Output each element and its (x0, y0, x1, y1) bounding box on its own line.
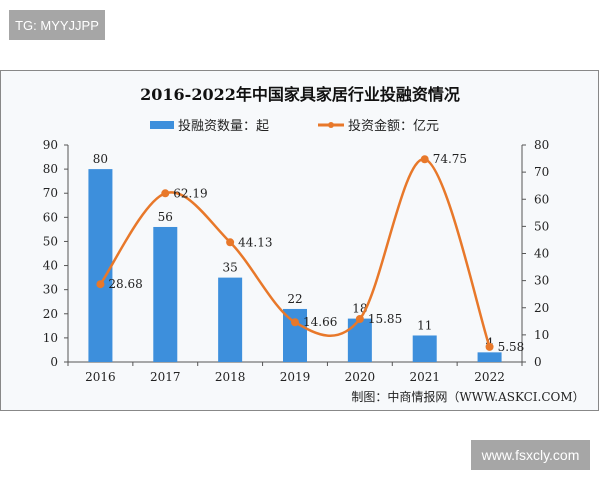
line-label: 15.85 (368, 312, 402, 326)
line-point (96, 280, 105, 289)
left-tick-label: 40 (43, 259, 58, 273)
bar-label: 4 (486, 335, 494, 349)
line-label: 28.68 (108, 277, 142, 291)
right-tick-label: 50 (534, 219, 549, 233)
line-label: 44.13 (238, 235, 272, 249)
right-tick-label: 20 (534, 301, 549, 315)
bar (412, 335, 437, 362)
left-tick-label: 50 (43, 234, 58, 248)
x-tick-label: 2018 (215, 370, 246, 384)
legend-bar-label: 投融资数量：起 (178, 118, 269, 134)
line-label: 62.19 (173, 186, 207, 200)
legend-line-marker (328, 122, 334, 128)
left-tick-label: 0 (50, 355, 58, 369)
line-point (161, 189, 170, 198)
x-tick-label: 2019 (280, 370, 311, 384)
x-tick-label: 2016 (85, 370, 116, 384)
right-tick-label: 80 (534, 138, 549, 152)
line-label: 14.66 (303, 315, 337, 329)
line-label: 74.75 (433, 152, 467, 166)
right-tick-label: 0 (534, 355, 542, 369)
left-tick-label: 20 (43, 307, 58, 321)
legend: 投融资数量：起 投资金额：亿元 (150, 118, 439, 134)
right-tick-label: 60 (534, 192, 549, 206)
left-tick-label: 10 (43, 331, 58, 345)
line-point (485, 342, 494, 351)
line-point (291, 318, 299, 327)
bar-label: 11 (417, 318, 432, 332)
left-tick-label: 60 (43, 210, 58, 224)
line-point (355, 315, 364, 324)
chart-title: 2016-2022年中国家具家居行业投融资情况 (140, 85, 460, 104)
bar (218, 277, 243, 362)
bar-label: 80 (93, 152, 108, 166)
bar (88, 169, 113, 362)
left-tick-label: 70 (43, 186, 58, 200)
right-tick-label: 70 (534, 165, 549, 179)
line-point (226, 238, 235, 247)
line-label: 5.58 (498, 340, 525, 354)
tag-badge: TG: MYYJJPP (9, 10, 105, 40)
line-point (420, 155, 429, 164)
x-tick-label: 2017 (150, 370, 181, 384)
right-tick-label: 10 (534, 328, 549, 342)
bar-label: 35 (223, 261, 238, 275)
legend-bar-swatch (150, 121, 174, 129)
left-tick-label: 80 (43, 162, 58, 176)
site-badge: www.fsxcly.com (471, 440, 590, 470)
x-tick-label: 2022 (474, 370, 505, 384)
bar-label: 56 (158, 210, 173, 224)
x-tick-label: 2020 (345, 370, 376, 384)
bar (153, 226, 178, 362)
left-tick-label: 30 (43, 283, 58, 297)
left-tick-label: 90 (43, 138, 58, 152)
legend-line-label: 投资金额：亿元 (348, 118, 439, 134)
bar (477, 352, 502, 362)
bar-label: 22 (287, 292, 302, 306)
bar (283, 308, 307, 362)
source-note: 制图：中商情报网（WWW.ASKCI.COM） (351, 389, 584, 404)
x-tick-label: 2021 (409, 370, 440, 384)
right-tick-label: 40 (534, 247, 549, 261)
right-tick-label: 30 (534, 274, 549, 288)
